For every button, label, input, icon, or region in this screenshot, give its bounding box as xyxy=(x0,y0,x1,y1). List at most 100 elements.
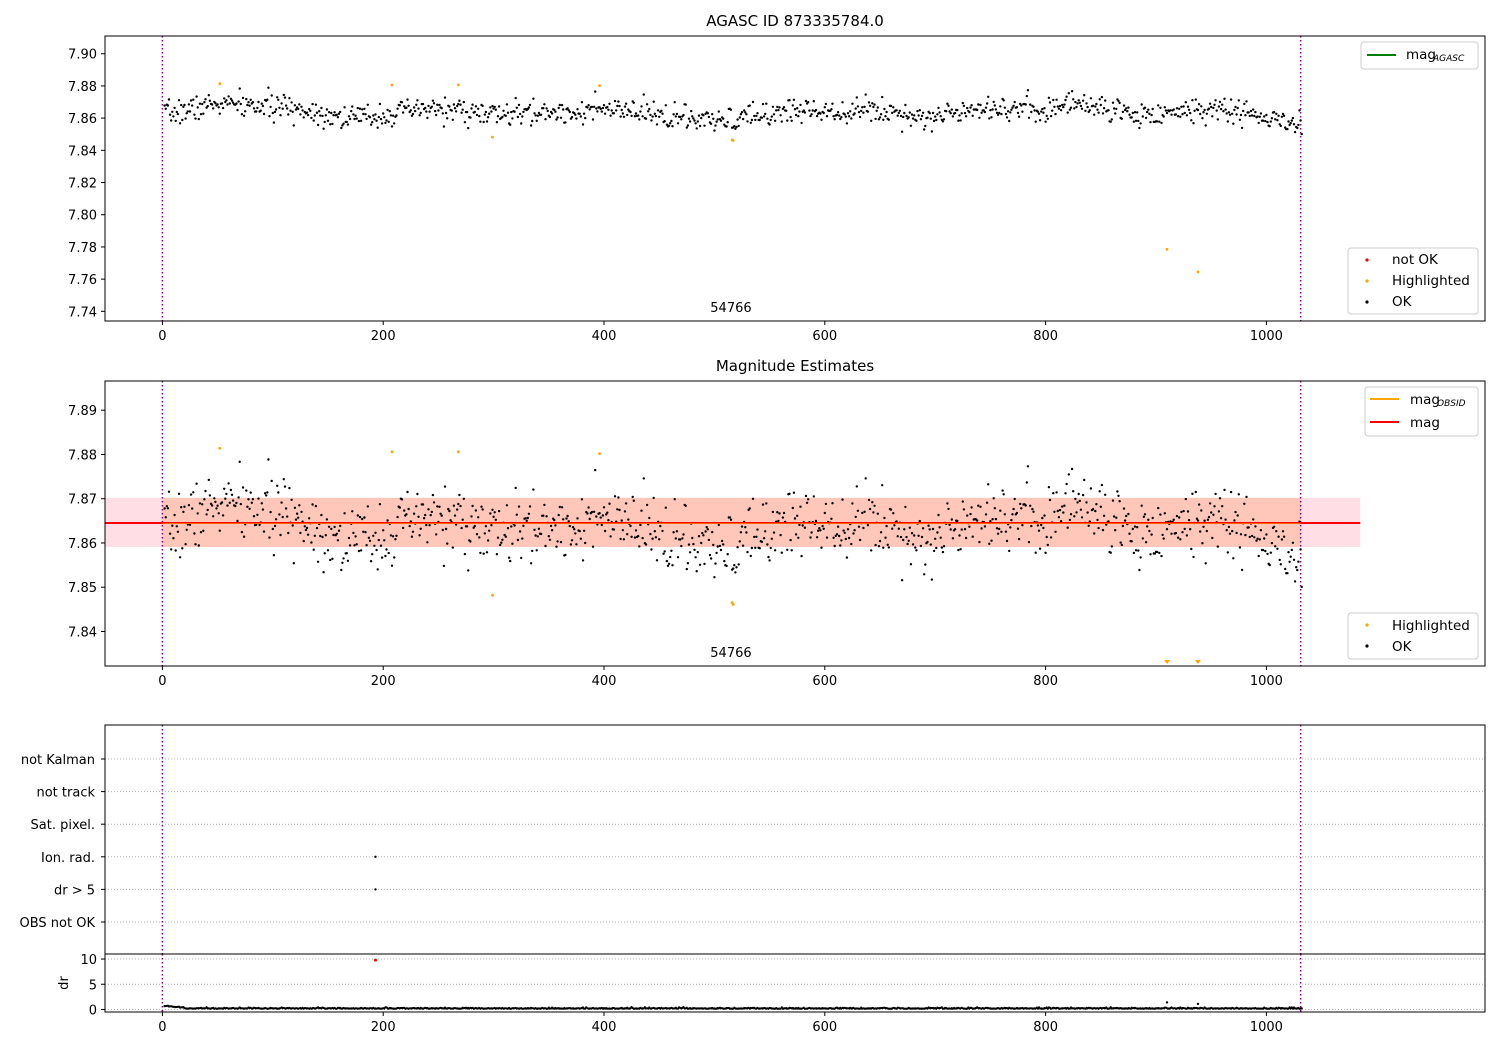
x-tick-label: 800 xyxy=(1033,674,1058,689)
ok-point xyxy=(1131,527,1135,531)
ok-point xyxy=(1101,112,1105,115)
ok-point xyxy=(354,114,357,117)
ok-point xyxy=(297,516,300,519)
ok-point xyxy=(529,124,533,127)
ok-point xyxy=(543,103,546,106)
ok-point xyxy=(674,537,677,540)
ok-point xyxy=(362,530,365,533)
ok-point xyxy=(259,109,262,112)
ok-point xyxy=(1159,513,1162,516)
ok-point xyxy=(904,103,907,107)
ok-point xyxy=(207,478,210,482)
ok-point xyxy=(641,115,644,118)
ok-point xyxy=(458,493,461,497)
ok-point xyxy=(735,566,738,569)
ok-point xyxy=(1174,113,1178,116)
ok-point xyxy=(1290,119,1294,122)
ok-point xyxy=(319,534,322,538)
ok-point xyxy=(300,510,303,514)
ok-point xyxy=(629,524,632,528)
ok-point xyxy=(283,96,287,99)
ok-point xyxy=(608,102,611,106)
ok-point xyxy=(772,113,776,116)
ok-point xyxy=(1296,568,1299,572)
ok-point xyxy=(491,508,494,511)
ok-point xyxy=(650,548,653,551)
ok-point xyxy=(821,524,824,528)
ok-point xyxy=(1217,105,1221,108)
ok-point xyxy=(791,104,794,107)
ok-point xyxy=(690,109,693,113)
ok-point xyxy=(479,120,482,123)
ok-point xyxy=(376,568,379,571)
ok-point xyxy=(909,124,913,128)
ok-point xyxy=(501,115,504,119)
ok-point xyxy=(680,118,683,121)
ok-point xyxy=(921,111,925,115)
ok-point xyxy=(1218,497,1222,500)
ok-point xyxy=(164,516,167,519)
ok-point xyxy=(707,538,711,542)
ok-point xyxy=(655,123,659,126)
ok-point xyxy=(993,507,996,510)
ok-point xyxy=(1120,117,1124,121)
ok-point xyxy=(1210,105,1213,109)
ok-point xyxy=(899,535,903,539)
ok-point xyxy=(387,120,390,124)
ok-point xyxy=(844,115,847,118)
ok-point xyxy=(1128,532,1131,535)
ok-point xyxy=(247,498,250,501)
ok-point xyxy=(1269,551,1273,554)
ok-point xyxy=(463,121,467,124)
ok-point xyxy=(350,109,353,113)
legend-ok-label: OK xyxy=(1392,294,1413,310)
ok-point xyxy=(495,121,499,124)
ok-point xyxy=(1061,103,1064,107)
y-tick-label: 7.90 xyxy=(68,48,97,63)
ok-point xyxy=(1036,524,1040,527)
ok-point xyxy=(351,105,354,108)
ok-point xyxy=(634,112,638,115)
ok-point xyxy=(424,513,427,517)
ok-point xyxy=(1176,115,1180,118)
ok-point xyxy=(772,531,776,534)
ok-point xyxy=(847,115,851,118)
ok-point xyxy=(527,512,531,515)
ok-point xyxy=(1142,515,1146,518)
ok-point xyxy=(504,114,507,118)
ok-point xyxy=(884,536,887,539)
ok-point xyxy=(386,108,389,112)
ok-point xyxy=(1250,114,1254,117)
ok-point xyxy=(717,523,720,527)
ok-point xyxy=(998,527,1001,531)
ok-point xyxy=(728,516,732,519)
ok-point xyxy=(1079,104,1083,108)
ok-point xyxy=(918,519,921,523)
ok-point xyxy=(740,111,744,114)
ok-point xyxy=(315,526,319,530)
ok-point xyxy=(913,534,916,537)
ok-point xyxy=(246,505,249,508)
ok-point xyxy=(240,113,244,116)
ok-point xyxy=(196,512,199,515)
ok-point xyxy=(371,553,374,556)
ok-point xyxy=(908,526,911,529)
ok-point xyxy=(1235,531,1238,535)
ok-point xyxy=(656,109,660,112)
ok-point xyxy=(893,524,896,527)
ok-point xyxy=(924,124,927,128)
ok-point xyxy=(920,535,924,539)
ok-point xyxy=(1199,112,1202,116)
ok-point xyxy=(1069,106,1073,109)
ok-point xyxy=(990,539,993,542)
ok-point xyxy=(768,123,771,126)
ok-point xyxy=(470,107,473,110)
ok-point xyxy=(959,548,962,551)
ok-point xyxy=(673,101,676,104)
ok-point xyxy=(265,494,268,497)
ok-point xyxy=(850,542,853,546)
ok-point xyxy=(818,527,821,530)
ok-point xyxy=(970,104,973,107)
ok-point xyxy=(353,117,356,121)
ok-point xyxy=(574,113,577,116)
